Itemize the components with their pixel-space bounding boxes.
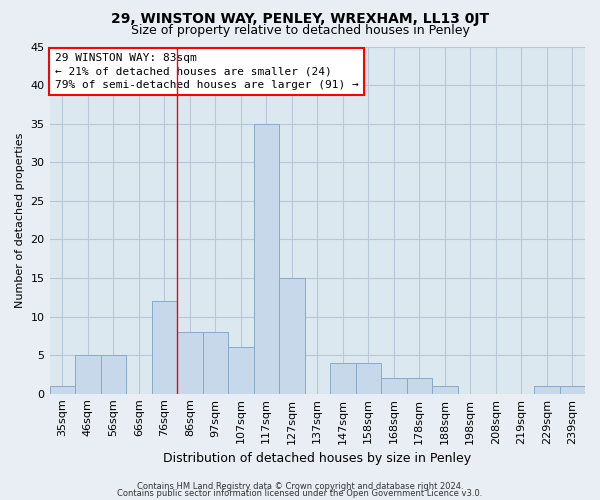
Bar — [279, 278, 305, 394]
Bar — [50, 386, 75, 394]
Bar — [560, 386, 585, 394]
Bar — [152, 301, 177, 394]
Bar — [407, 378, 432, 394]
Text: Size of property relative to detached houses in Penley: Size of property relative to detached ho… — [131, 24, 469, 37]
Bar — [228, 348, 254, 394]
Bar — [75, 355, 101, 394]
Bar — [330, 363, 356, 394]
Bar — [381, 378, 407, 394]
Text: 29 WINSTON WAY: 83sqm
← 21% of detached houses are smaller (24)
79% of semi-deta: 29 WINSTON WAY: 83sqm ← 21% of detached … — [55, 54, 359, 90]
Text: Contains HM Land Registry data © Crown copyright and database right 2024.: Contains HM Land Registry data © Crown c… — [137, 482, 463, 491]
Bar — [356, 363, 381, 394]
X-axis label: Distribution of detached houses by size in Penley: Distribution of detached houses by size … — [163, 452, 472, 465]
Text: 29, WINSTON WAY, PENLEY, WREXHAM, LL13 0JT: 29, WINSTON WAY, PENLEY, WREXHAM, LL13 0… — [111, 12, 489, 26]
Bar — [101, 355, 126, 394]
Bar — [534, 386, 560, 394]
Y-axis label: Number of detached properties: Number of detached properties — [15, 132, 25, 308]
Bar — [203, 332, 228, 394]
Bar — [254, 124, 279, 394]
Text: Contains public sector information licensed under the Open Government Licence v3: Contains public sector information licen… — [118, 488, 482, 498]
Bar — [177, 332, 203, 394]
Bar — [432, 386, 458, 394]
